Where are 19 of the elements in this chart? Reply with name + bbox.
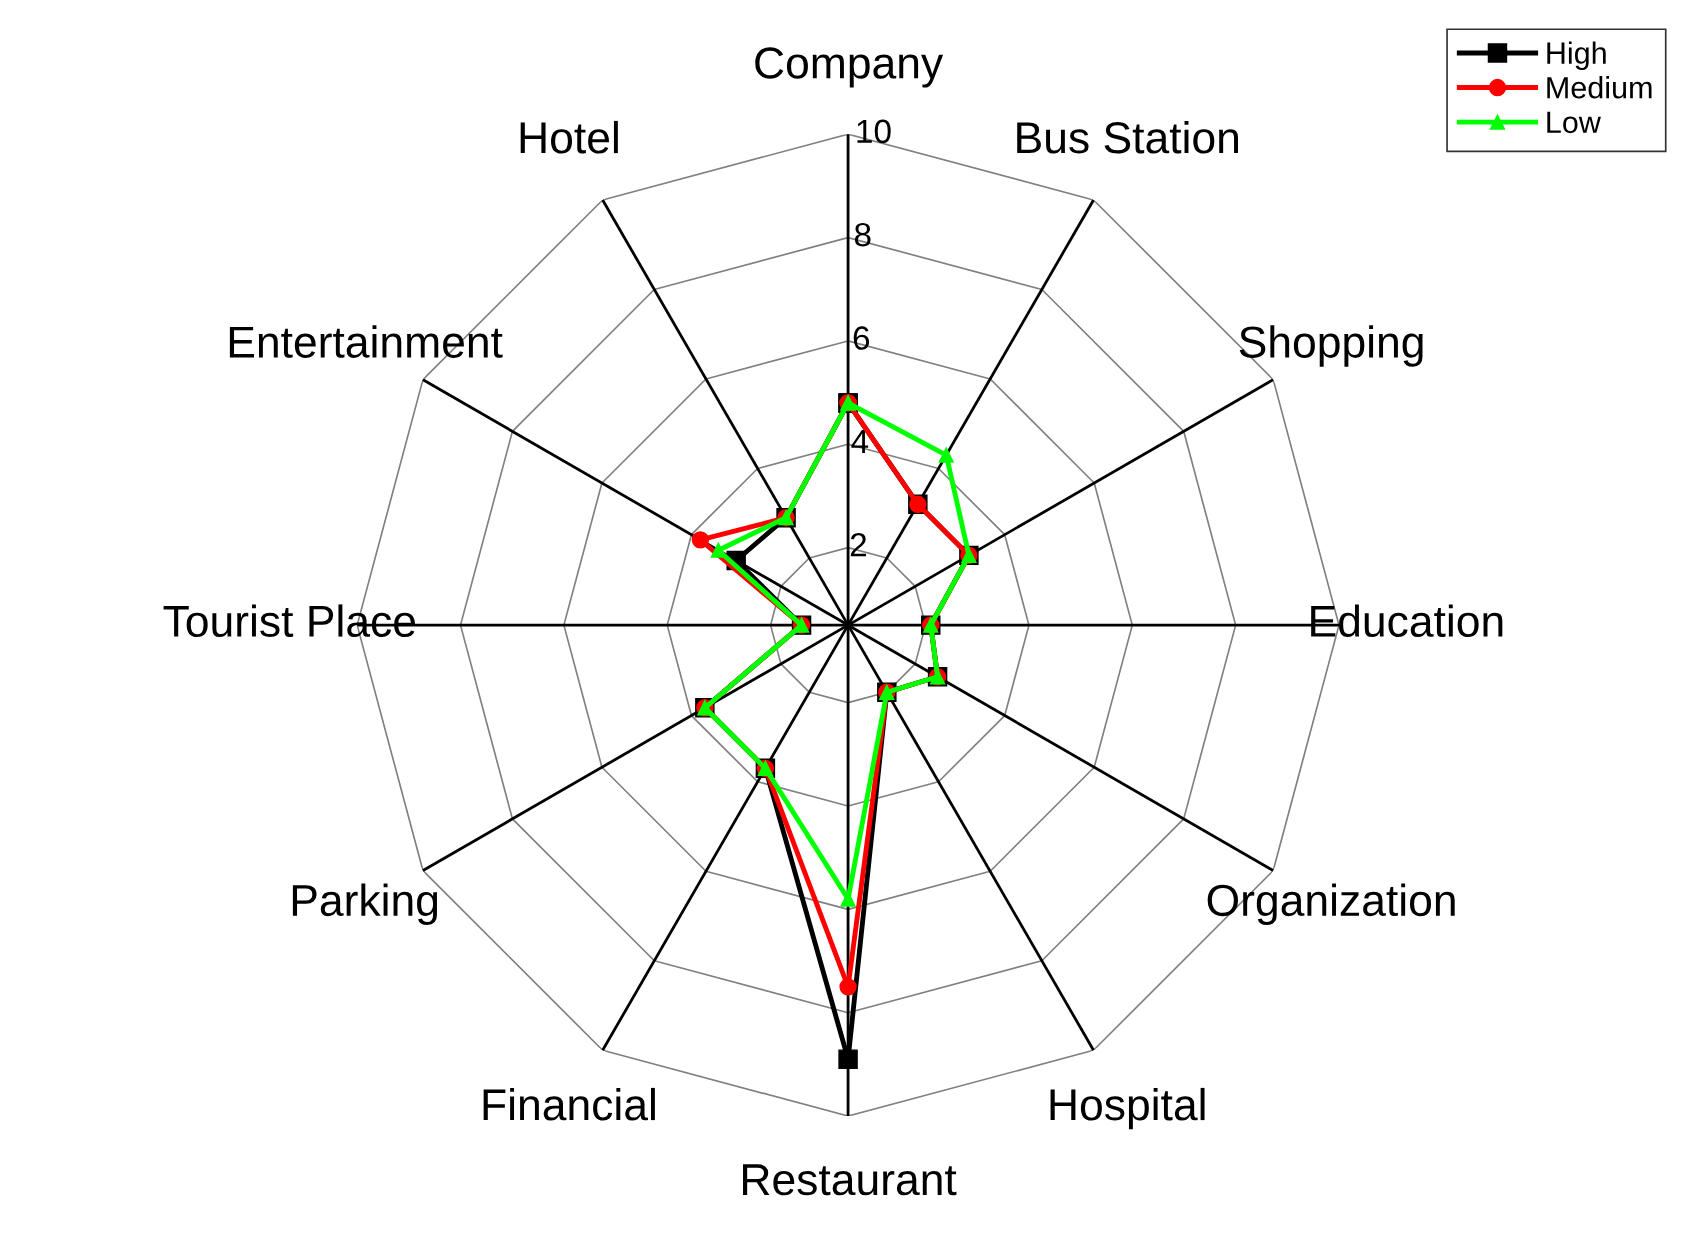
spoke-label: Hotel xyxy=(520,120,618,154)
spoke-label: Parking xyxy=(292,883,438,925)
spoke-label: Entertainment xyxy=(229,325,503,358)
spoke-label: Education xyxy=(1311,604,1503,638)
y-tick-label: 4 xyxy=(851,429,869,453)
spoke-label: Restaurant xyxy=(743,1164,957,1196)
spoke-label: Bus Station xyxy=(1017,120,1238,154)
spoke-label: Organization xyxy=(1207,883,1455,925)
legend-label: High xyxy=(1547,41,1606,70)
legend-label: Low xyxy=(1547,111,1601,134)
spoke-label: Shopping xyxy=(1239,325,1423,367)
y-tick-label: 6 xyxy=(853,326,870,350)
spoke-label: Financial xyxy=(483,1087,655,1121)
y-tick-label: 2 xyxy=(850,532,867,557)
spoke-label: Company xyxy=(755,47,944,88)
spoke-label: Hospital xyxy=(1050,1087,1205,1130)
y-tick-label: 10 xyxy=(857,119,891,144)
legend-label: Medium xyxy=(1547,76,1652,99)
y-tick-label: 8 xyxy=(854,222,871,247)
